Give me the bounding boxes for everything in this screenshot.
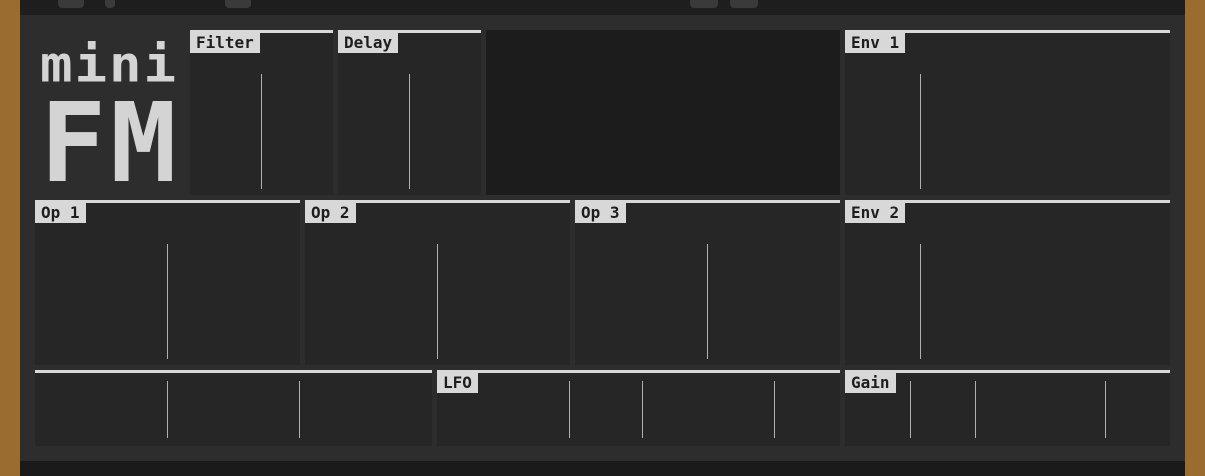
env2-label: Env 2: [845, 203, 906, 223]
delay-label: Delay: [338, 33, 399, 53]
delay-control-slider[interactable]: [409, 74, 410, 189]
top-knob: [690, 0, 718, 8]
op3-control-slider[interactable]: [707, 244, 708, 359]
filter-control-slider[interactable]: [261, 74, 262, 189]
gain-panel: Gain: [845, 370, 1170, 446]
env2-panel: Env 2: [845, 200, 1170, 365]
env2-control-slider[interactable]: [920, 244, 921, 359]
env1-label: Env 1: [845, 33, 906, 53]
op3-panel: Op 3: [575, 200, 840, 365]
top-bar: [20, 0, 1185, 15]
op3-label: Op 3: [575, 203, 626, 223]
top-knob: [730, 0, 758, 8]
left-wood-rail: [0, 0, 20, 476]
lfo-control-slider[interactable]: [774, 381, 775, 438]
op2-control-slider[interactable]: [437, 244, 438, 359]
gain-control-slider[interactable]: [1105, 381, 1106, 438]
lfo-control-slider[interactable]: [642, 381, 643, 438]
env1-panel: Env 1: [845, 30, 1170, 195]
filter-label: Filter: [190, 33, 260, 53]
filter-panel: Filter: [190, 30, 333, 195]
op1-label: Op 1: [35, 203, 86, 223]
top-knob: [225, 0, 251, 8]
unlabeled-control-slider[interactable]: [299, 381, 300, 438]
op1-panel: Op 1: [35, 200, 300, 365]
top-knob: [105, 0, 115, 8]
gain-label: Gain: [845, 373, 896, 393]
env1-control-slider[interactable]: [920, 74, 921, 189]
lfo-label: LFO: [437, 373, 478, 393]
logo-mini-text: mini: [40, 35, 179, 94]
minifm-logo: mini FM: [40, 35, 179, 198]
delay-panel: Delay: [338, 30, 481, 195]
gain-control-slider[interactable]: [975, 381, 976, 438]
gain-control-slider[interactable]: [910, 381, 911, 438]
lfo-control-slider[interactable]: [569, 381, 570, 438]
right-wood-rail: [1185, 0, 1205, 476]
logo-fm-text: FM: [40, 79, 181, 207]
lfo-panel: LFO: [437, 370, 840, 446]
op2-panel: Op 2: [305, 200, 570, 365]
op2-label: Op 2: [305, 203, 356, 223]
bottom-bar: [20, 461, 1185, 476]
top-knob: [58, 0, 84, 8]
unlabeled-control-slider[interactable]: [167, 381, 168, 438]
display-screen: [486, 30, 840, 195]
unlabeled-panel: [35, 370, 432, 446]
op1-control-slider[interactable]: [167, 244, 168, 359]
